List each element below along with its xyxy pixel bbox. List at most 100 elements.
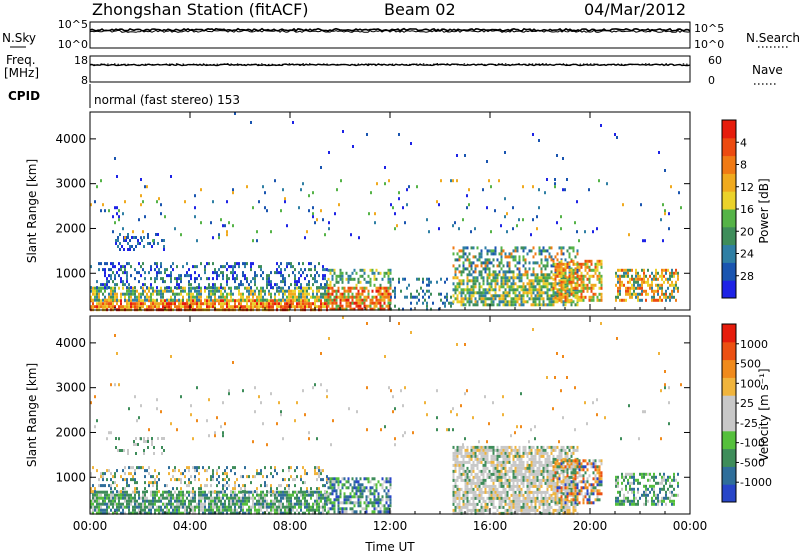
range-gate-cell [300, 487, 302, 491]
range-gate-cell [122, 212, 124, 216]
nsearch-tick-bottom: 10^0 [694, 38, 724, 51]
range-gate-cell [512, 288, 515, 292]
range-gate-cell [572, 262, 575, 266]
range-gate-cell [222, 305, 224, 309]
range-gate-cell [288, 478, 290, 482]
range-gate-cell [669, 274, 671, 278]
range-gate-cell [286, 302, 288, 306]
range-gate-cell [252, 299, 254, 303]
range-gate-cell [526, 294, 529, 298]
range-gate-cell [508, 303, 511, 307]
range-gate-cell [381, 486, 384, 490]
range-gate-cell [252, 502, 254, 506]
range-gate-cell [180, 496, 182, 500]
range-gate-cell [180, 286, 182, 290]
range-gate-cell [266, 302, 268, 306]
range-gate-cell [224, 472, 226, 476]
range-gate-cell [194, 194, 196, 198]
range-gate-cell [117, 449, 119, 452]
range-gate-cell [128, 292, 130, 296]
range-gate-cell [387, 277, 390, 281]
range-gate-cell [182, 511, 184, 515]
range-gate-cell [454, 267, 457, 271]
range-gate-cell [316, 505, 318, 509]
range-gate-cell [238, 502, 240, 506]
range-gate-cell [164, 302, 166, 306]
range-gate-cell [470, 469, 473, 473]
range-gate-cell [578, 283, 581, 287]
range-gate-cell [516, 249, 519, 253]
range-gate-cell [470, 457, 473, 461]
range-gate-cell [357, 295, 360, 299]
range-gate-cell [454, 511, 457, 515]
range-gate-cell [142, 499, 144, 503]
range-gate-cell [150, 508, 152, 512]
range-gate-cell [146, 295, 148, 299]
range-gate-cell [530, 273, 533, 277]
range-gate-cell [617, 295, 619, 299]
range-gate-cell [470, 294, 473, 298]
range-gate-cell [114, 277, 116, 281]
range-gate-cell [135, 452, 137, 455]
range-gate-cell [343, 289, 346, 293]
range-gate-cell [262, 271, 264, 275]
range-gate-cell [450, 179, 452, 183]
range-gate-cell [357, 483, 360, 487]
range-gate-cell [162, 292, 164, 296]
range-gate-cell [258, 493, 260, 497]
range-gate-cell [250, 286, 252, 290]
range-gate-cell [514, 448, 517, 452]
range-gate-cell [210, 475, 212, 479]
range-gate-cell [160, 493, 162, 497]
range-gate-cell [296, 502, 298, 506]
range-gate-cell [645, 280, 647, 284]
range-gate-cell [476, 454, 479, 458]
range-gate-cell [212, 490, 214, 494]
range-gate-cell [292, 505, 294, 509]
range-gate-cell [462, 445, 465, 449]
range-gate-cell [320, 496, 322, 500]
range-gate-cell [100, 179, 102, 183]
range-gate-cell [312, 511, 314, 515]
range-gate-cell [438, 227, 440, 231]
freq-tick-bottom: 8 [81, 74, 88, 87]
range-gate-cell [176, 265, 178, 269]
range-gate-cell [458, 255, 461, 259]
range-gate-cell [600, 259, 603, 263]
range-gate-cell [484, 291, 487, 295]
range-gate-cell [520, 460, 523, 464]
range-gate-cell [110, 286, 112, 290]
range-gate-cell [92, 302, 94, 306]
range-gate-cell [377, 510, 380, 514]
range-gate-cell [124, 487, 126, 491]
range-gate-cell [476, 502, 479, 506]
range-gate-cell [194, 265, 196, 269]
range-gate-cell [518, 502, 521, 506]
range-gate-cell [486, 508, 489, 512]
range-gate-cell [496, 451, 499, 455]
range-gate-cell [506, 270, 509, 274]
range-gate-cell [468, 454, 471, 458]
range-gate-cell [214, 271, 216, 275]
range-gate-cell [464, 252, 467, 256]
range-gate-cell [532, 133, 534, 136]
range-gate-cell [262, 502, 264, 506]
range-gate-cell [339, 298, 342, 302]
range-gate-cell [629, 268, 631, 272]
range-gate-cell [492, 484, 495, 488]
range-gate-cell [190, 502, 192, 506]
range-gate-cell [518, 261, 521, 265]
range-gate-cell [284, 268, 286, 272]
range-gate-cell [564, 271, 567, 275]
range-gate-cell [100, 490, 102, 494]
range-gate-cell [244, 484, 246, 488]
range-gate-cell [314, 298, 316, 302]
range-gate-cell [349, 507, 352, 511]
range-gate-cell [542, 282, 545, 286]
range-gate-cell [452, 478, 455, 482]
range-gate-cell [220, 499, 222, 503]
range-gate-cell [614, 133, 616, 136]
range-gate-cell [534, 252, 537, 256]
range-gate-cell [438, 292, 440, 296]
range-gate-cell [496, 303, 499, 307]
